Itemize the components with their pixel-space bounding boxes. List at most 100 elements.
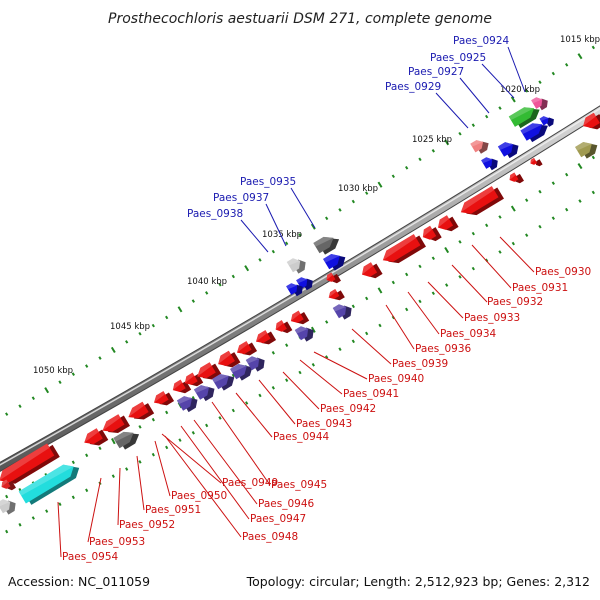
gene-arrow xyxy=(18,464,80,505)
scale-tick xyxy=(551,71,555,76)
scale-tick xyxy=(377,287,383,294)
gene-label[interactable]: Paes_0931 xyxy=(512,282,568,294)
gene-label[interactable]: Paes_0934 xyxy=(440,328,497,340)
gene-arrow-highlight xyxy=(0,443,50,481)
gene-label[interactable]: Paes_0947 xyxy=(250,513,306,525)
gene-arrow xyxy=(575,142,598,159)
gene-label[interactable]: Paes_0940 xyxy=(368,373,424,385)
scale-tick xyxy=(244,265,250,272)
leader-line xyxy=(471,244,512,289)
leader-line xyxy=(299,359,343,395)
gene-label[interactable]: Paes_0936 xyxy=(415,343,472,355)
gene-arrow-highlight xyxy=(0,499,11,507)
scale-tick xyxy=(405,307,409,312)
kbp-label: 1035 kbp xyxy=(262,230,302,240)
gene-arrow-highlight xyxy=(184,372,195,384)
leader-line xyxy=(282,371,320,410)
scale-tick xyxy=(165,445,169,450)
gene-label[interactable]: Paes_0943 xyxy=(296,418,352,430)
gene-arrow-shadow xyxy=(332,273,341,284)
gene-arrow xyxy=(102,414,131,434)
gene-label[interactable]: Paes_0945 xyxy=(271,479,327,491)
scale-tick xyxy=(258,258,262,262)
accession-text: Accession: NC_011059 xyxy=(8,574,150,589)
gene-arrow xyxy=(508,107,540,129)
gene-label[interactable]: Paes_0954 xyxy=(62,551,119,563)
gene-arrow-highlight xyxy=(531,97,543,104)
gene-arrow xyxy=(275,320,293,334)
label-leader-lines xyxy=(57,46,535,558)
scale-tick xyxy=(71,495,75,500)
gene-arrow xyxy=(1,479,16,491)
gene-arrow-highlight xyxy=(128,401,145,418)
scale-tick xyxy=(511,241,515,246)
gene-label[interactable]: Paes_0944 xyxy=(273,431,330,443)
gene-label[interactable]: Paes_0933 xyxy=(464,312,520,324)
scale-tick xyxy=(85,488,89,493)
gene-label[interactable]: Paes_0925 xyxy=(430,52,486,64)
scale-tick xyxy=(245,401,249,405)
kbp-label: 1025 kbp xyxy=(412,135,452,145)
scale-tick xyxy=(110,346,116,354)
gene-label[interactable]: Paes_0932 xyxy=(487,296,543,308)
gene-arrow-highlight xyxy=(382,234,417,261)
gene-label[interactable]: Paes_0941 xyxy=(343,388,399,400)
gene-arrow-highlight xyxy=(245,356,260,364)
leader-line xyxy=(87,477,102,543)
scale-tick xyxy=(271,386,275,390)
gene-label[interactable]: Paes_0929 xyxy=(385,81,441,93)
gene-label[interactable]: Paes_0949 xyxy=(222,477,278,489)
scale-tick xyxy=(418,299,422,304)
gene-label[interactable]: Paes_0935 xyxy=(240,176,296,188)
scale-tick xyxy=(458,131,462,136)
gene-label[interactable]: Paes_0939 xyxy=(392,358,448,370)
gene-arrow-face xyxy=(153,391,169,405)
gene-arrow xyxy=(193,385,215,402)
scale-tick xyxy=(71,372,75,376)
gene-label[interactable]: Paes_0952 xyxy=(119,519,175,531)
scale-tick xyxy=(577,162,583,170)
gene-arrow-highlight xyxy=(176,396,193,405)
gene-label[interactable]: Paes_0938 xyxy=(187,208,243,220)
gene-label[interactable]: Paes_0927 xyxy=(408,66,464,78)
gene-label[interactable]: Paes_0942 xyxy=(320,403,376,415)
reverse-gene-labels: Paes_0930 Paes_0931 Paes_0932 Paes_0933 … xyxy=(62,266,591,563)
scale-tick xyxy=(98,446,102,451)
scale-tick xyxy=(310,223,316,230)
gene-arrow xyxy=(583,112,600,130)
gene-label[interactable]: Paes_0937 xyxy=(213,192,269,204)
gene-arrow-highlight xyxy=(422,225,433,238)
scale-tick xyxy=(591,190,595,195)
scale-tick xyxy=(365,296,369,301)
scale-tick xyxy=(151,323,155,328)
scale-tick xyxy=(125,467,129,471)
gene-label[interactable]: Paes_0948 xyxy=(242,531,298,543)
gene-arrow xyxy=(128,401,155,420)
gene-label[interactable]: Paes_0946 xyxy=(258,498,315,510)
leader-line xyxy=(154,440,171,497)
scale-tick xyxy=(151,452,155,457)
scale-tick xyxy=(231,408,235,413)
kbp-labels: 1015 kbp 1020 kbp 1025 kbp 1030 kbp 1035… xyxy=(33,35,600,376)
gene-arrow-face xyxy=(508,107,535,127)
gene-arrow-highlight xyxy=(236,341,249,353)
gene-arrow xyxy=(197,362,222,380)
gene-arrow-highlight xyxy=(508,107,535,121)
gene-arrow-highlight xyxy=(328,288,337,298)
scale-tick xyxy=(471,123,475,128)
gene-label[interactable]: Paes_0924 xyxy=(453,35,510,47)
gene-label[interactable]: Paes_0950 xyxy=(171,490,227,502)
scale-tick xyxy=(525,198,529,202)
scale-tick xyxy=(85,364,89,368)
scale-tick xyxy=(177,306,183,313)
gene-label[interactable]: Paes_0930 xyxy=(535,266,591,278)
gene-arrow-shadow xyxy=(515,173,524,184)
scale-tick xyxy=(538,189,542,194)
scale-tick xyxy=(5,412,9,416)
gene-label[interactable]: Paes_0951 xyxy=(145,504,201,516)
gene-label[interactable]: Paes_0953 xyxy=(89,536,145,548)
gene-arrow xyxy=(539,116,554,127)
scale-tick xyxy=(191,395,195,400)
